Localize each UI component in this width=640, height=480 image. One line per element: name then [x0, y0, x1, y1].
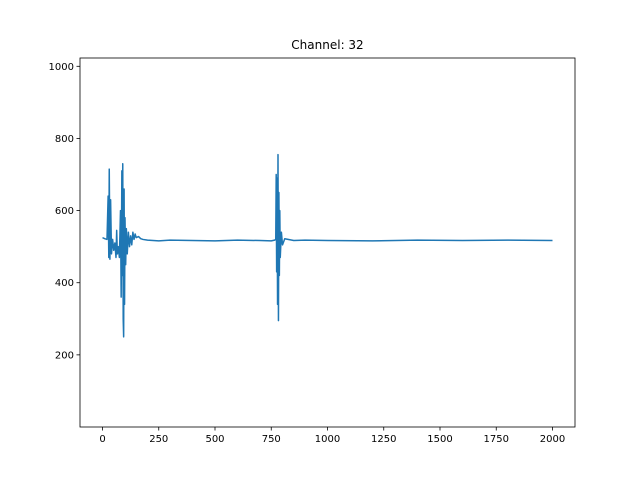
x-tick-label: 1000	[315, 434, 340, 445]
x-tick-label: 250	[149, 434, 168, 445]
data-line	[102, 153, 553, 338]
x-tick-label: 1750	[484, 434, 509, 445]
x-tick-label: 750	[262, 434, 281, 445]
x-tick-label: 2000	[540, 434, 565, 445]
y-tick-label: 400	[55, 278, 74, 289]
x-tick-label: 1500	[427, 434, 452, 445]
y-tick-label: 600	[55, 206, 74, 217]
y-tick-label: 1000	[49, 62, 74, 73]
x-tick-label: 500	[205, 434, 224, 445]
x-tick-label: 1250	[371, 434, 396, 445]
chart-title: Channel: 32	[291, 38, 363, 52]
y-tick-label: 200	[55, 350, 74, 361]
axes-frame	[79, 57, 576, 428]
y-tick-label: 800	[55, 134, 74, 145]
x-tick-label: 0	[99, 434, 105, 445]
